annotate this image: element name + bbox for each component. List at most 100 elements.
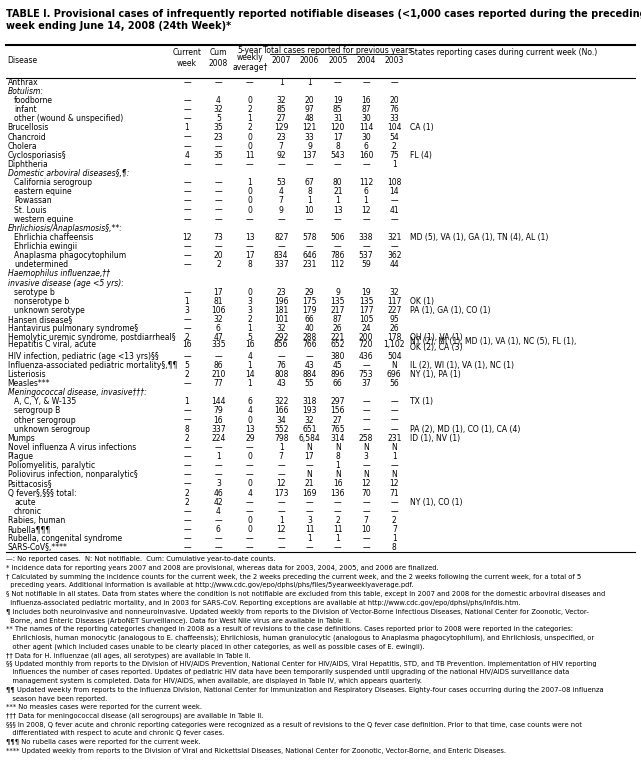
Text: —: — — [183, 535, 191, 543]
Text: unknown serogroup: unknown serogroup — [14, 425, 90, 434]
Text: —: — — [246, 443, 254, 452]
Text: 77: 77 — [213, 379, 223, 388]
Text: —: — — [183, 416, 191, 424]
Text: —: — — [215, 535, 222, 543]
Text: NY (2), MI (1), MD (1), VA (1), NC (5), FL (1),: NY (2), MI (1), MD (1), VA (1), NC (5), … — [410, 337, 576, 347]
Text: —: — — [183, 96, 191, 105]
Text: —: — — [278, 352, 285, 361]
Text: 3: 3 — [363, 452, 369, 461]
Text: —: — — [362, 543, 370, 552]
Text: —: — — [306, 498, 313, 507]
Text: 322: 322 — [274, 397, 288, 406]
Text: 175: 175 — [303, 297, 317, 306]
Text: 2: 2 — [247, 105, 252, 114]
Text: **** Updated weekly from reports to the Division of Viral and Rickettsial Diseas: **** Updated weekly from reports to the … — [6, 747, 506, 754]
Text: 4: 4 — [216, 507, 221, 516]
Text: 23: 23 — [276, 133, 286, 141]
Text: N: N — [392, 443, 397, 452]
Text: 2: 2 — [392, 141, 397, 151]
Text: §§ Updated monthly from reports to the Division of HIV/AIDS Prevention, National: §§ Updated monthly from reports to the D… — [6, 660, 597, 667]
Text: 0: 0 — [247, 525, 253, 534]
Text: 196: 196 — [274, 297, 288, 306]
Text: —: — — [362, 507, 370, 516]
Text: 66: 66 — [304, 315, 314, 324]
Text: 288: 288 — [303, 333, 317, 343]
Text: 17: 17 — [245, 251, 254, 260]
Text: 11: 11 — [304, 525, 314, 534]
Text: 5: 5 — [247, 333, 253, 343]
Text: invasive disease (age <5 yrs):: invasive disease (age <5 yrs): — [8, 279, 124, 287]
Text: 2: 2 — [185, 498, 189, 507]
Text: —: — — [334, 160, 342, 169]
Text: —: — — [183, 443, 191, 452]
Text: 81: 81 — [213, 297, 223, 306]
Text: 21: 21 — [333, 187, 342, 197]
Text: —: — — [246, 543, 254, 552]
Text: 7: 7 — [279, 141, 284, 151]
Text: 0: 0 — [247, 516, 253, 525]
Text: 4: 4 — [216, 96, 221, 105]
Text: 23: 23 — [213, 133, 223, 141]
Text: Current
week: Current week — [172, 48, 201, 68]
Text: —: — — [246, 214, 254, 224]
Text: 2: 2 — [392, 516, 397, 525]
Text: —: — — [183, 260, 191, 270]
Text: 179: 179 — [303, 306, 317, 315]
Text: —: — — [334, 498, 342, 507]
Text: IL (2), WI (1), VA (1), NC (1): IL (2), WI (1), VA (1), NC (1) — [410, 361, 513, 370]
Text: Hemolytic uremic syndrome, postdiarrheal§: Hemolytic uremic syndrome, postdiarrheal… — [8, 333, 176, 343]
Text: —: — — [246, 242, 254, 251]
Text: —: — — [306, 352, 313, 361]
Text: 14: 14 — [390, 187, 399, 197]
Text: † Calculated by summing the incidence counts for the current week, the 2 weeks p: † Calculated by summing the incidence co… — [6, 573, 581, 580]
Text: 4: 4 — [247, 406, 253, 416]
Text: 12: 12 — [182, 233, 192, 242]
Text: 12: 12 — [390, 479, 399, 489]
Text: 8: 8 — [392, 543, 397, 552]
Text: 314: 314 — [331, 434, 345, 443]
Text: undetermined: undetermined — [14, 260, 68, 270]
Text: 337: 337 — [274, 260, 288, 270]
Text: 29: 29 — [245, 434, 254, 443]
Text: 1: 1 — [392, 452, 397, 461]
Text: 1: 1 — [307, 197, 312, 205]
Text: —: — — [362, 242, 370, 251]
Text: Rabies, human: Rabies, human — [8, 516, 65, 525]
Text: 8: 8 — [247, 260, 252, 270]
Text: 12: 12 — [362, 479, 370, 489]
Text: 181: 181 — [274, 306, 288, 315]
Text: 32: 32 — [276, 96, 286, 105]
Text: —: — — [215, 197, 222, 205]
Text: ¶¶¶ No rubella cases were reported for the current week.: ¶¶¶ No rubella cases were reported for t… — [6, 739, 201, 745]
Text: 2: 2 — [185, 489, 189, 497]
Text: 16: 16 — [213, 416, 223, 424]
Text: HIV infection, pediatric (age <13 yrs)§§: HIV infection, pediatric (age <13 yrs)§§ — [8, 352, 158, 361]
Text: 178: 178 — [387, 333, 401, 343]
Text: —: — — [390, 462, 398, 470]
Text: 43: 43 — [304, 361, 314, 370]
Text: 1: 1 — [392, 160, 397, 169]
Text: —: — — [183, 133, 191, 141]
Text: 8: 8 — [335, 452, 340, 461]
Text: —: — — [183, 543, 191, 552]
Text: N: N — [306, 443, 312, 452]
Text: N: N — [335, 443, 340, 452]
Text: Meningococcal disease, invasive†††:: Meningococcal disease, invasive†††: — [8, 388, 147, 397]
Text: §§§ In 2008, Q fever acute and chronic reporting categories were recognized as a: §§§ In 2008, Q fever acute and chronic r… — [6, 722, 582, 728]
Text: —: — — [215, 516, 222, 525]
Text: 297: 297 — [331, 397, 345, 406]
Text: —: — — [278, 470, 285, 479]
Text: 0: 0 — [247, 416, 253, 424]
Text: 1: 1 — [247, 114, 252, 124]
Text: 104: 104 — [387, 124, 401, 132]
Text: 85: 85 — [276, 105, 286, 114]
Text: 0: 0 — [247, 141, 253, 151]
Text: —: — — [390, 498, 398, 507]
Text: 27: 27 — [333, 416, 342, 424]
Text: —: — — [183, 178, 191, 187]
Text: acute: acute — [14, 498, 36, 507]
Text: 79: 79 — [213, 406, 223, 416]
Text: 12: 12 — [362, 206, 370, 214]
Text: —: — — [246, 462, 254, 470]
Text: Influenza-associated pediatric mortality§,¶¶: Influenza-associated pediatric mortality… — [8, 361, 177, 370]
